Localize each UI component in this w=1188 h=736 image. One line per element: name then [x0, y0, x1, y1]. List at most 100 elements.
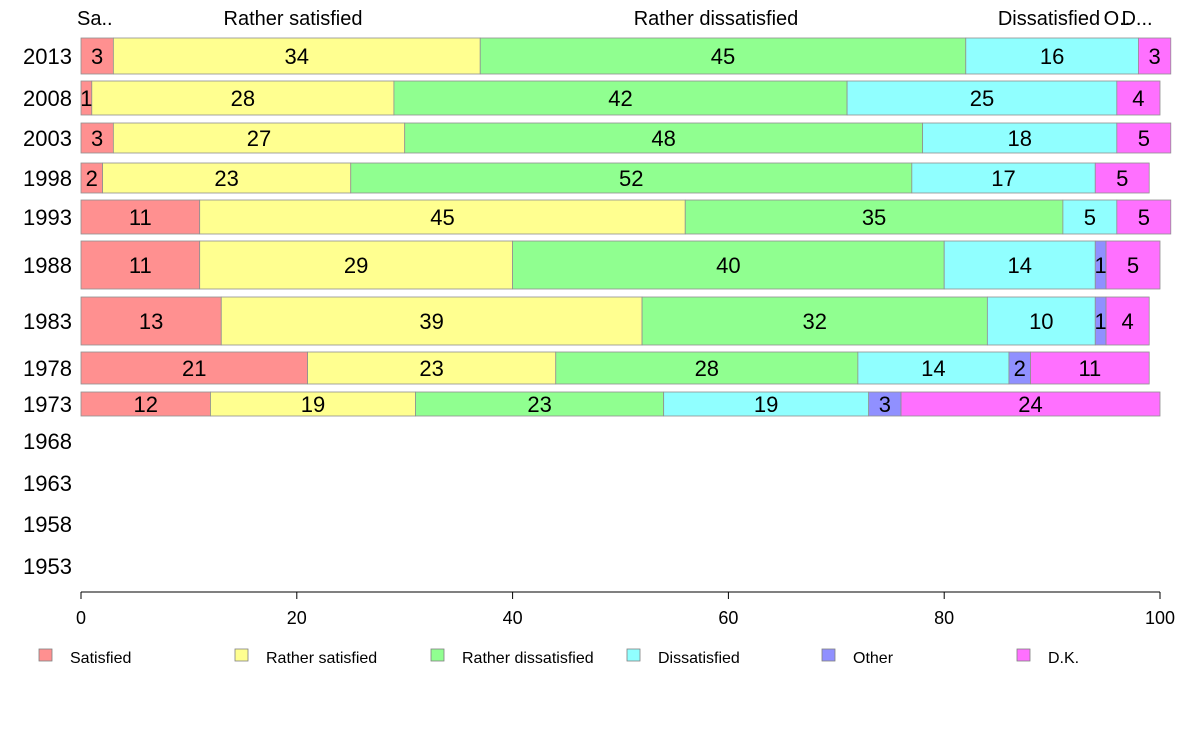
value-label: 1 — [80, 86, 92, 111]
bar-1973-other — [868, 391, 902, 417]
y-tick-label: 1978 — [23, 356, 72, 381]
y-tick-label: 2013 — [23, 44, 72, 69]
y-tick-label: 1993 — [23, 205, 72, 230]
value-label: 10 — [1029, 309, 1053, 334]
legend-swatch — [1016, 648, 1031, 662]
value-label: 45 — [430, 205, 454, 230]
bar-1973-d-k- — [900, 391, 1161, 417]
top-series-label: Dissatisfied — [998, 8, 1100, 30]
legend-swatch — [626, 648, 641, 662]
value-label: 1 — [1095, 309, 1107, 334]
value-label: 18 — [1007, 126, 1031, 151]
bar-1993-d-k- — [1116, 199, 1172, 235]
value-label: 23 — [214, 166, 238, 191]
bar-1993-satisfied — [80, 199, 201, 235]
value-label: 29 — [344, 253, 368, 278]
legend-label: D.K. — [1048, 650, 1079, 667]
bar-1993-rather-satisfied — [199, 199, 686, 235]
value-label: 23 — [527, 392, 551, 417]
bars: 3 34 45 16 31 28 42 25 43 27 48 18 52 23 52 17 511 45 35 5 5… — [80, 37, 1172, 417]
value-label: 34 — [285, 44, 309, 69]
bar-1973-rather-satisfied — [210, 391, 416, 417]
y-tick-label: 2003 — [23, 126, 72, 151]
bar-1973-satisfied — [80, 391, 211, 417]
legend-swatch — [430, 648, 445, 662]
bar-1983-dissatisfied — [986, 296, 1096, 346]
bar-1978-d-k- — [1030, 351, 1150, 385]
value-label: 39 — [419, 309, 443, 334]
bar-1993-dissatisfied — [1062, 199, 1118, 235]
value-label: 3 — [879, 392, 891, 417]
legend-item-satisfied: Satisfied — [38, 648, 131, 667]
value-label: 21 — [182, 356, 206, 381]
value-label: 5 — [1116, 166, 1128, 191]
legend-label: Satisfied — [70, 650, 131, 667]
bar-1973-rather-dissatisfied — [415, 391, 665, 417]
legend-swatch — [821, 648, 836, 662]
value-label: 14 — [1007, 253, 1031, 278]
x-tick-label: 60 — [718, 608, 738, 628]
legend-label: Other — [853, 650, 894, 667]
bar-1978-rather-satisfied — [307, 351, 557, 385]
y-tick-label: 1998 — [23, 166, 72, 191]
value-label: 3 — [1148, 44, 1160, 69]
value-label: 12 — [133, 392, 157, 417]
bar-1983-rather-satisfied — [220, 296, 643, 346]
legend-item-d-k-: D.K. — [1016, 648, 1079, 667]
top-series-label: Sa.. — [77, 8, 113, 30]
y-tick-label: 1968 — [23, 429, 72, 454]
value-label: 19 — [301, 392, 325, 417]
legend-label: Rather satisfied — [266, 650, 377, 667]
top-series-label: O.. — [1104, 8, 1131, 30]
y-tick-label: 1973 — [23, 392, 72, 417]
value-label: 2 — [1014, 356, 1026, 381]
bar-2003-rather-satisfied — [112, 122, 406, 154]
bar-2008-d-k- — [1116, 80, 1161, 116]
x-tick-label: 100 — [1145, 608, 1175, 628]
bar-2003-d-k- — [1116, 122, 1172, 154]
value-label: 32 — [802, 309, 826, 334]
value-label: 5 — [1084, 205, 1096, 230]
bar-1983-d-k- — [1105, 296, 1150, 346]
legend-label: Dissatisfied — [658, 650, 740, 667]
x-axis: 0 20 40 60 80 100 — [76, 591, 1175, 628]
value-label: 35 — [862, 205, 886, 230]
legend: Satisfied Rather satisfied Rather dissatis… — [38, 648, 1079, 667]
value-label: 11 — [129, 253, 152, 278]
legend-item-other: Other — [821, 648, 894, 667]
bar-2013-rather-satisfied — [112, 37, 481, 75]
x-tick-label: 20 — [287, 608, 307, 628]
bar-1998-rather-dissatisfied — [350, 162, 913, 194]
bar-1988-rather-dissatisfied — [512, 240, 945, 290]
legend-label: Rather dissatisfied — [462, 650, 594, 667]
value-label: 48 — [651, 126, 675, 151]
value-label: 52 — [619, 166, 643, 191]
bar-2008-rather-satisfied — [91, 80, 395, 116]
value-label: 42 — [608, 86, 632, 111]
bar-1998-rather-satisfied — [102, 162, 352, 194]
value-label: 17 — [991, 166, 1015, 191]
value-label: 3 — [91, 126, 103, 151]
y-tick-label: 1983 — [23, 309, 72, 334]
value-label: 4 — [1132, 86, 1144, 111]
top-series-labels: Sa.. Rather satisfied Rather dissatisfied D… — [77, 8, 1153, 30]
value-label: 2 — [86, 166, 98, 191]
bar-1983-satisfied — [80, 296, 222, 346]
legend-item-rather-dissatisfied: Rather dissatisfied — [430, 648, 594, 667]
top-series-label: D... — [1121, 8, 1152, 30]
value-label: 40 — [716, 253, 740, 278]
y-tick-label: 1988 — [23, 253, 72, 278]
value-label: 23 — [419, 356, 443, 381]
y-tick-label: 1958 — [23, 512, 72, 537]
bar-1983-rather-dissatisfied — [641, 296, 988, 346]
value-label: 16 — [1040, 44, 1064, 69]
bar-2003-dissatisfied — [922, 122, 1118, 154]
bar-1993-rather-dissatisfied — [684, 199, 1064, 235]
y-tick-label: 1953 — [23, 554, 72, 579]
value-label: 27 — [247, 126, 271, 151]
value-label: 3 — [91, 44, 103, 69]
top-series-label: Rather dissatisfied — [634, 8, 799, 30]
value-label: 1 — [1095, 253, 1107, 278]
bar-1978-satisfied — [80, 351, 308, 385]
value-label: 13 — [139, 309, 163, 334]
